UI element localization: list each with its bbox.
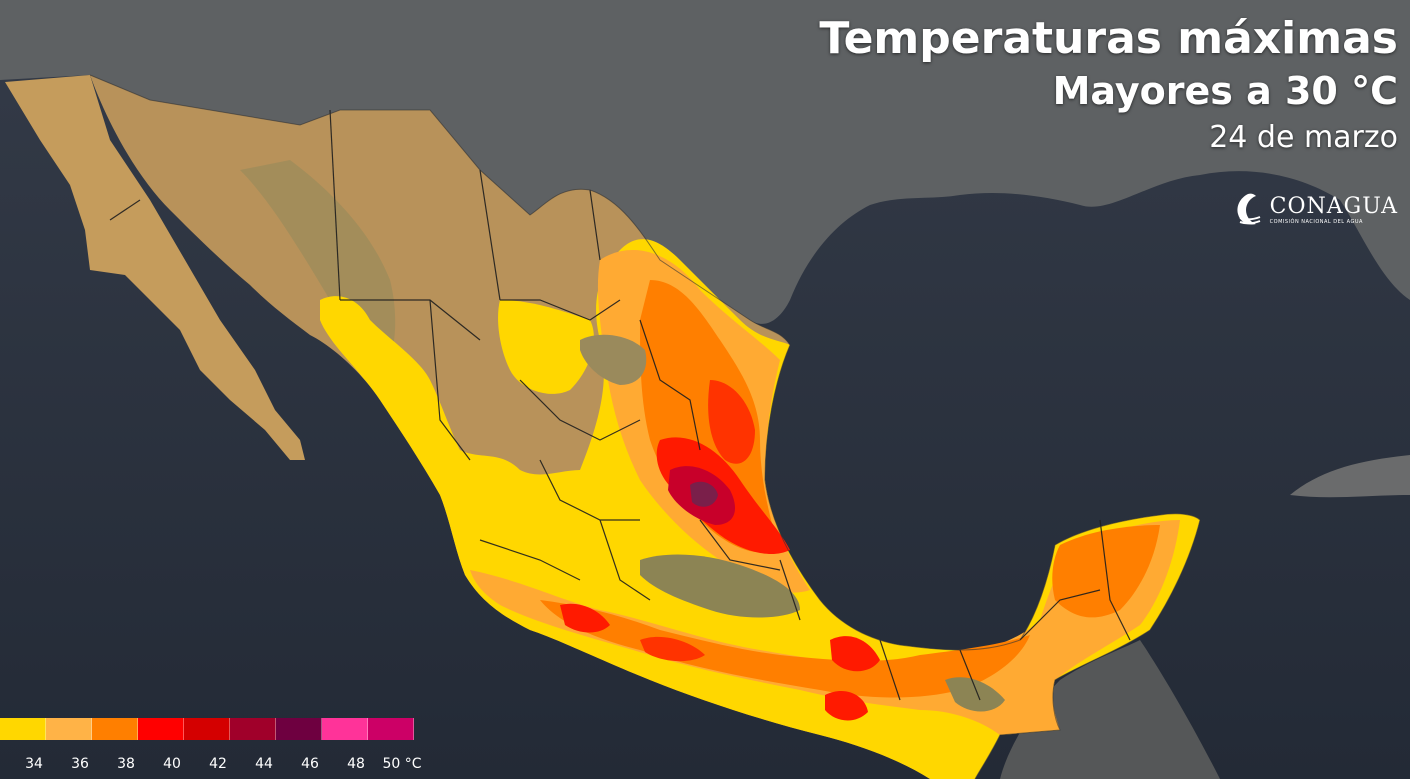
highland-patch (640, 554, 800, 618)
legend-label: 46 (301, 756, 319, 772)
highland-patch-3 (945, 677, 1005, 712)
logo-name: CONAGUA (1269, 193, 1398, 219)
temp-band-36-south (470, 520, 1180, 735)
central-america-land (1000, 640, 1220, 779)
temp-band-40-d (830, 636, 880, 672)
legend-label: 50 °C (382, 756, 422, 772)
legend-label: 34 (25, 756, 43, 772)
legend-swatch (230, 718, 276, 740)
legend-label: 44 (255, 756, 273, 772)
logo-tagline: COMISIÓN NACIONAL DEL AGUA (1269, 218, 1363, 225)
temp-band-40-e (825, 691, 868, 721)
temp-band-40-c (560, 603, 610, 633)
conagua-logo: CONAGUA COMISIÓN NACIONAL DEL AGUA (1230, 190, 1398, 230)
legend-label: 42 (209, 756, 227, 772)
baja-california (5, 75, 305, 460)
state-borders (109, 109, 1131, 701)
legend-swatch (138, 718, 184, 740)
legend-swatch (322, 718, 368, 740)
cuba-land (1290, 455, 1410, 498)
legend-labels: 34 36 38 40 42 44 46 48 50 °C (0, 756, 440, 776)
conagua-emblem-icon (1237, 193, 1261, 225)
legend-label: 38 (117, 756, 135, 772)
legend-swatch (0, 718, 46, 740)
legend-label: 40 (163, 756, 181, 772)
temp-band-44 (690, 481, 718, 507)
temp-band-40-b (708, 380, 755, 464)
map-date: 24 de marzo (1209, 120, 1398, 155)
temp-band-34-north (498, 300, 594, 394)
legend-swatch (276, 718, 322, 740)
legend-swatch (368, 718, 414, 740)
legend-color-bar (0, 718, 414, 740)
legend-label: 36 (71, 756, 89, 772)
legend-swatch (184, 718, 230, 740)
highland-patch-2 (580, 334, 647, 385)
map-subtitle: Mayores a 30 °C (1052, 69, 1398, 113)
legend-swatch (92, 718, 138, 740)
usa-land (0, 0, 1410, 324)
temperature-legend: 34 36 38 40 42 44 46 48 50 °C (0, 718, 440, 778)
map-title: Temperaturas máximas (819, 13, 1398, 64)
legend-label: 48 (347, 756, 365, 772)
temp-band-40-f (640, 636, 705, 662)
legend-swatch (46, 718, 92, 740)
temp-band-38-pacific (540, 600, 1030, 698)
coastline (89, 74, 1201, 779)
